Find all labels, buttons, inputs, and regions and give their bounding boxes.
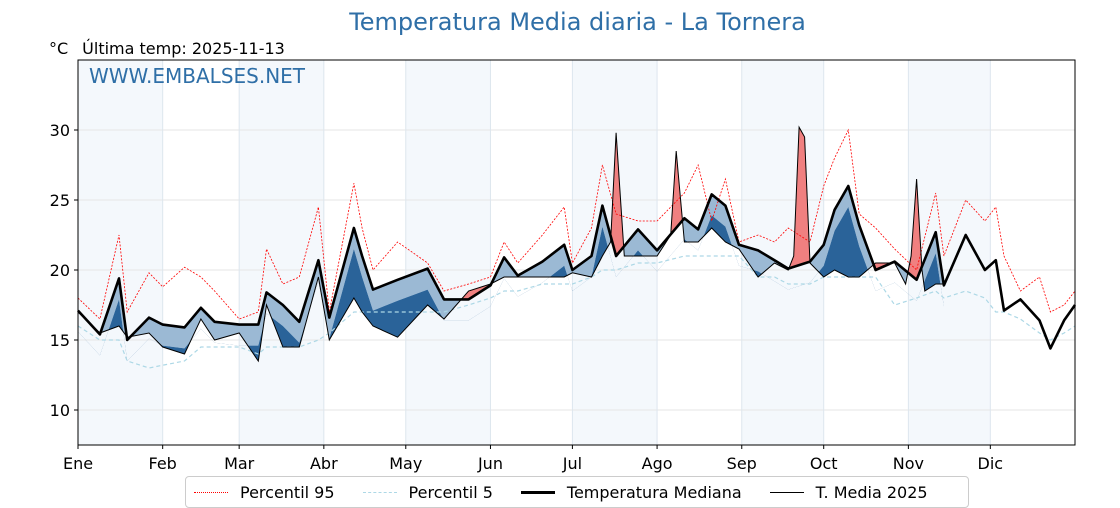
- x-tick-label: Jun: [477, 454, 503, 473]
- legend-item-median: Temperatura Mediana: [520, 482, 742, 502]
- month-band: [405, 60, 491, 445]
- legend-label-p95: Percentil 95: [240, 482, 335, 502]
- month-band: [239, 60, 324, 445]
- legend-label-p5: Percentil 5: [408, 482, 493, 502]
- y-tick-label: 20: [50, 261, 70, 280]
- legend-item-p95: Percentil 95: [194, 483, 335, 502]
- x-tick-label: Sep: [727, 454, 757, 473]
- month-band: [78, 60, 163, 445]
- chart-subtitle: °C Última temp: 2025-11-13: [49, 39, 299, 58]
- legend-item-2025: T. Media 2025: [769, 482, 928, 502]
- plot-frame: [77, 59, 1076, 446]
- p95-line: [77, 128, 1076, 320]
- legend: Percentil 95 Percentil 5 Temperatura Med…: [185, 476, 969, 508]
- x-tick-label: Jul: [562, 454, 582, 473]
- legend-item-p5: Percentil 5: [362, 482, 493, 502]
- x-tick-label: Abr: [310, 454, 338, 473]
- x-tick-label: Ene: [63, 454, 93, 473]
- p5-line: [77, 255, 1076, 369]
- x-tick-label: Nov: [893, 454, 924, 473]
- legend-swatch-2025: [769, 491, 804, 493]
- legend-label-2025: T. Media 2025: [815, 482, 928, 502]
- x-tick-label: Ago: [642, 454, 673, 473]
- below-median-fill: [78, 186, 944, 361]
- y-tick-label: 25: [50, 191, 70, 210]
- watermark: WWW.EMBALSES.NET: [89, 64, 306, 88]
- median-line: [77, 184, 1077, 350]
- y-tick-label: 15: [50, 331, 70, 350]
- y-tick-label: 10: [50, 401, 70, 420]
- x-tick-label: Feb: [149, 454, 177, 473]
- chart-title: Temperatura Media diaria - La Tornera: [349, 8, 806, 36]
- y-tick-label: 30: [50, 121, 70, 140]
- y-axis-unit: °C: [49, 39, 69, 58]
- legend-swatch-p95: [194, 491, 228, 493]
- legend-swatch-p5: [362, 491, 397, 493]
- x-tick-label: Dic: [978, 454, 1004, 473]
- x-tick-label: Mar: [224, 454, 255, 473]
- last-temp-label: Última temp: 2025-11-13: [82, 39, 285, 58]
- temp-2025-line: [77, 125, 944, 363]
- x-tick-label: Oct: [810, 454, 838, 473]
- x-tick-label: May: [389, 454, 422, 473]
- legend-label-median: Temperatura Mediana: [566, 482, 742, 502]
- legend-swatch-median: [520, 490, 555, 494]
